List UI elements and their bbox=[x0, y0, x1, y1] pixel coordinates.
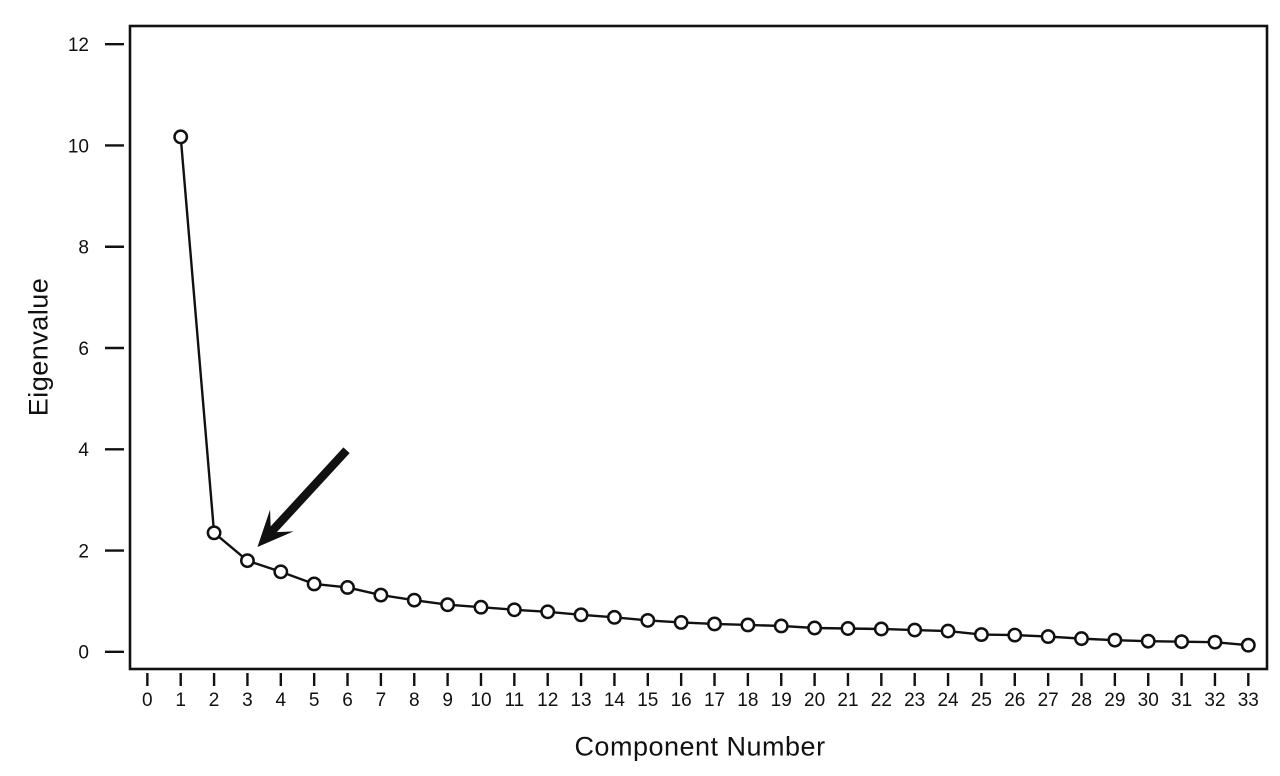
x-tick-label: 4 bbox=[276, 690, 287, 711]
data-point-14 bbox=[606, 609, 622, 625]
data-point-10 bbox=[473, 599, 489, 615]
x-tick-label: 2 bbox=[209, 690, 220, 711]
data-point-15 bbox=[640, 612, 656, 628]
x-axis-label: Component Number bbox=[574, 731, 826, 762]
data-point-25 bbox=[973, 627, 989, 643]
data-point-23 bbox=[907, 622, 923, 638]
data-point-13 bbox=[573, 607, 589, 623]
x-tick-label: 21 bbox=[837, 690, 858, 711]
data-point-26 bbox=[1007, 627, 1023, 643]
data-point-30 bbox=[1140, 633, 1156, 649]
data-point-11 bbox=[506, 602, 522, 618]
x-tick-label: 9 bbox=[442, 690, 453, 711]
x-tick-label: 27 bbox=[1038, 690, 1059, 711]
data-point-5 bbox=[306, 576, 322, 592]
x-tick-label: 28 bbox=[1071, 690, 1092, 711]
x-tick-label: 26 bbox=[1004, 690, 1025, 711]
x-tick-label: 23 bbox=[904, 690, 925, 711]
y-tick-label: 8 bbox=[78, 238, 89, 259]
data-point-7 bbox=[373, 587, 389, 603]
data-point-28 bbox=[1074, 631, 1089, 647]
x-tick-label: 6 bbox=[342, 690, 353, 711]
data-point-29 bbox=[1107, 632, 1123, 648]
data-point-22 bbox=[873, 621, 889, 637]
data-point-17 bbox=[707, 616, 722, 632]
x-tick-label: 14 bbox=[604, 690, 626, 711]
data-point-21 bbox=[840, 621, 856, 636]
scree-line bbox=[179, 136, 1249, 647]
data-point-32 bbox=[1207, 634, 1223, 650]
data-point-31 bbox=[1174, 634, 1190, 650]
x-tick-label: 17 bbox=[704, 690, 725, 711]
x-tick-label: 18 bbox=[737, 690, 758, 711]
x-tick-label: 16 bbox=[671, 690, 692, 711]
x-tick-label: 31 bbox=[1171, 690, 1192, 711]
x-tick-label: 5 bbox=[309, 690, 320, 711]
x-tick-label: 30 bbox=[1138, 690, 1159, 711]
data-point-12 bbox=[540, 604, 556, 620]
elbow-arrow-head bbox=[257, 509, 294, 547]
x-tick-label: 10 bbox=[470, 690, 491, 711]
x-tick-label: 20 bbox=[804, 690, 825, 711]
x-tick-label: 8 bbox=[409, 690, 420, 711]
x-tick-label: 13 bbox=[570, 690, 591, 711]
y-axis-label: Eigenvalue bbox=[23, 277, 54, 417]
data-point-9 bbox=[440, 597, 456, 613]
x-tick-label: 32 bbox=[1204, 690, 1225, 711]
data-point-3 bbox=[239, 553, 255, 569]
elbow-arrow-shaft bbox=[267, 447, 350, 536]
y-tick-label: 6 bbox=[78, 339, 89, 360]
x-tick-label: 12 bbox=[537, 690, 558, 711]
data-point-27 bbox=[1040, 629, 1056, 645]
data-point-18 bbox=[740, 617, 756, 633]
data-point-8 bbox=[406, 592, 422, 608]
data-point-2 bbox=[206, 525, 222, 541]
data-point-16 bbox=[673, 614, 689, 630]
data-point-4 bbox=[273, 564, 289, 580]
plot-border bbox=[128, 24, 1269, 671]
data-point-20 bbox=[807, 620, 823, 636]
x-tick-label: 25 bbox=[971, 690, 992, 711]
x-tick-label: 7 bbox=[376, 690, 387, 711]
data-point-19 bbox=[773, 618, 789, 634]
x-tick-label: 24 bbox=[937, 690, 959, 711]
x-tick-label: 22 bbox=[871, 690, 892, 711]
x-tick-label: 0 bbox=[142, 690, 153, 711]
x-tick-label: 3 bbox=[242, 690, 253, 711]
y-tick-label: 0 bbox=[78, 643, 89, 664]
x-tick-label: 19 bbox=[771, 690, 792, 711]
y-tick-label: 2 bbox=[78, 541, 89, 562]
x-tick-label: 33 bbox=[1238, 690, 1259, 711]
y-tick-label: 4 bbox=[78, 440, 89, 461]
x-tick-label: 29 bbox=[1104, 690, 1125, 711]
x-tick-label: 15 bbox=[637, 690, 658, 711]
data-point-6 bbox=[340, 580, 355, 595]
data-point-24 bbox=[940, 623, 956, 639]
y-tick-label: 10 bbox=[68, 136, 89, 157]
x-tick-label: 11 bbox=[504, 690, 524, 711]
data-point-33 bbox=[1240, 637, 1256, 653]
data-point-1 bbox=[173, 129, 189, 145]
y-tick-label: 12 bbox=[68, 35, 89, 56]
x-tick-label: 1 bbox=[175, 690, 186, 711]
